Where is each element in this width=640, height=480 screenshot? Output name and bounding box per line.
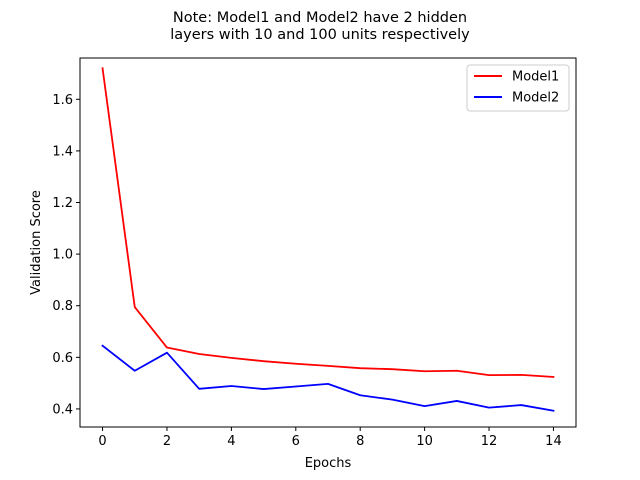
x-tick-label: 2 bbox=[163, 434, 171, 449]
x-axis-ticks: 0 2 4 6 8 10 12 14 bbox=[98, 427, 562, 449]
y-tick-label: 0.8 bbox=[52, 299, 73, 314]
chart-title-line-1: Note: Model1 and Model2 have 2 hidden bbox=[173, 10, 467, 26]
x-tick-label: 8 bbox=[356, 434, 364, 449]
x-axis-label: Epochs bbox=[305, 456, 352, 471]
series-lines bbox=[101, 67, 555, 412]
y-tick-label: 1.2 bbox=[52, 196, 73, 211]
y-tick-label: 1.6 bbox=[52, 93, 73, 108]
x-tick-label: 4 bbox=[227, 434, 235, 449]
series-line-model1 bbox=[101, 67, 555, 378]
plot-frame bbox=[79, 57, 577, 428]
x-tick-label: 0 bbox=[98, 434, 106, 449]
chart-title: Note: Model1 and Model2 have 2 hidden la… bbox=[170, 10, 470, 43]
y-tick-label: 1.0 bbox=[52, 248, 73, 263]
y-tick-label: 1.4 bbox=[52, 144, 73, 159]
y-tick-label: 0.6 bbox=[52, 351, 73, 366]
legend-label-model1: Model1 bbox=[512, 70, 559, 85]
chart-title-line-2: layers with 10 and 100 units respectivel… bbox=[170, 27, 470, 43]
x-tick-label: 12 bbox=[481, 434, 498, 449]
y-tick-label: 0.4 bbox=[52, 402, 73, 417]
y-axis-ticks: 0.4 0.6 0.8 1.0 1.2 1.4 1.6 bbox=[52, 93, 80, 417]
x-tick-label: 10 bbox=[416, 434, 433, 449]
x-tick-label: 6 bbox=[292, 434, 300, 449]
y-axis-label: Validation Score bbox=[29, 190, 44, 295]
series-line-model2 bbox=[101, 344, 555, 412]
legend: Model1 Model2 bbox=[466, 64, 570, 112]
x-tick-label: 14 bbox=[545, 434, 562, 449]
legend-label-model2: Model2 bbox=[512, 91, 559, 106]
plot-area bbox=[80, 58, 576, 427]
